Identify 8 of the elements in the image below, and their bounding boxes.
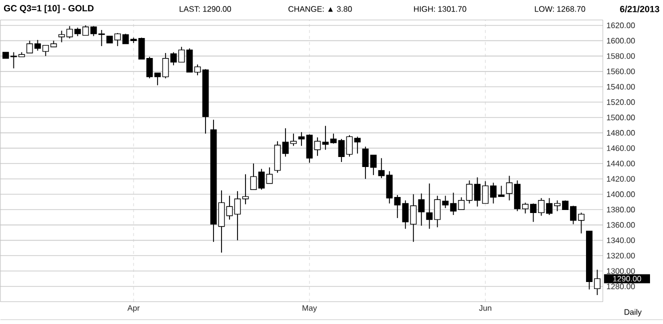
chart-title: GC Q3=1 [10] - GOLD [4,4,94,14]
candlestick [290,133,297,146]
text: 6/21/2013 [620,6,660,12]
candlestick [282,128,289,158]
candlestick [266,167,273,184]
candlestick [242,174,249,205]
candlestick [250,163,257,190]
candlestick [258,168,265,190]
